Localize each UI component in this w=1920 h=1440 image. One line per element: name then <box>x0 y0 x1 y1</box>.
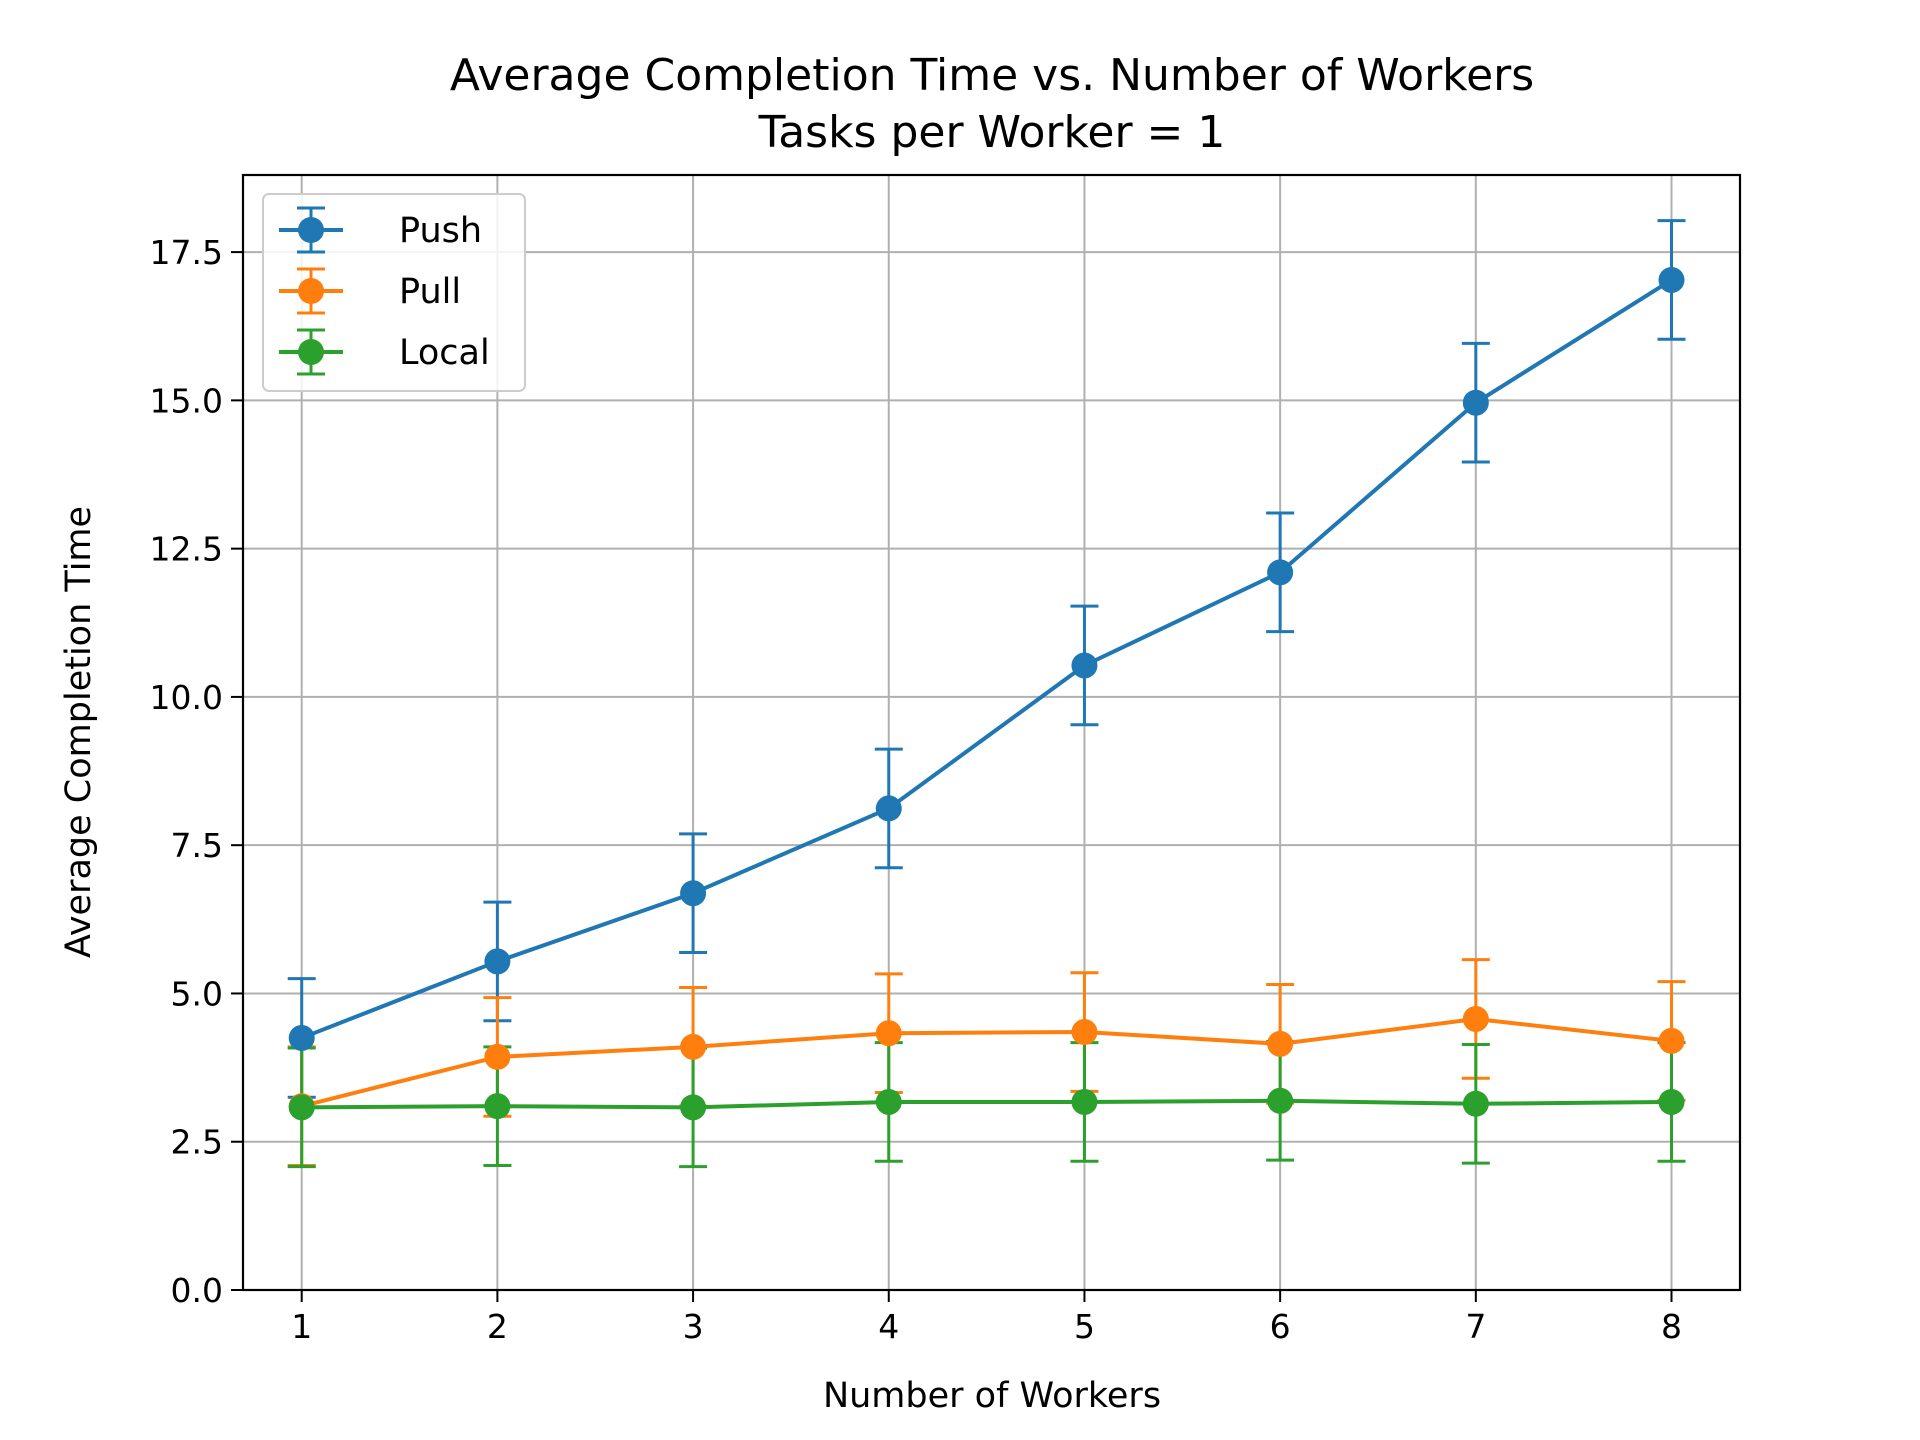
x-tick-label: 6 <box>1270 1307 1291 1346</box>
local-data-point <box>1267 1087 1294 1114</box>
push-legend-label: Push <box>399 211 482 251</box>
pull-series-line <box>301 1016 1672 1109</box>
y-tick-label: 15.0 <box>150 381 223 420</box>
y-tick-label: 17.5 <box>150 233 223 272</box>
x-tick-label: 5 <box>1074 1307 1095 1346</box>
y-tick-label: 0.0 <box>171 1271 223 1310</box>
y-tick-label: 7.5 <box>171 826 223 865</box>
chart-title: Average Completion Time vs. Number of Wo… <box>450 50 1534 101</box>
y-axis-label: Average Completion Time <box>59 506 99 958</box>
chart-subtitle: Tasks per Worker = 1 <box>758 107 1226 158</box>
pull-data-point <box>1462 1005 1489 1032</box>
push-data-point <box>484 948 511 975</box>
plot-area-frame <box>241 173 1742 1292</box>
y-tick-label: 12.5 <box>150 530 223 569</box>
push-data-point <box>288 1024 315 1051</box>
push-legend-marker <box>298 217 324 243</box>
x-tick-label: 2 <box>487 1307 508 1346</box>
pull-data-point <box>875 1020 902 1047</box>
local-data-point <box>1658 1088 1685 1115</box>
push-data-point <box>1267 559 1294 586</box>
pull-legend-label: Pull <box>399 272 461 312</box>
local-data-point <box>288 1094 315 1121</box>
x-tick-label: 8 <box>1661 1307 1682 1346</box>
series-lines <box>300 278 1673 1110</box>
pull-data-point <box>1071 1019 1098 1046</box>
axis-ticks: 1 2 3 4 5 6 7 8 0.0 2.5 5.0 7.5 10.0 12.5 15.0 17.5 <box>150 233 1682 1346</box>
local-series-line <box>301 1098 1672 1110</box>
push-data-point <box>1071 652 1098 679</box>
legend: Push Pull Local <box>262 193 526 392</box>
local-data-point <box>1071 1088 1098 1115</box>
local-legend-marker <box>298 339 324 365</box>
x-tick-label: 7 <box>1465 1307 1486 1346</box>
x-tick-label: 4 <box>878 1307 899 1346</box>
pull-data-point <box>1267 1030 1294 1057</box>
data-points <box>288 266 1685 1121</box>
legend-box <box>262 193 526 392</box>
push-data-point <box>680 880 707 907</box>
y-tick-label: 2.5 <box>171 1123 223 1162</box>
local-legend-label: Local <box>399 333 490 373</box>
x-axis-label: Number of Workers <box>823 1376 1161 1416</box>
push-series-line <box>300 278 1673 1040</box>
y-tick-label: 5.0 <box>171 974 223 1013</box>
local-data-point <box>875 1088 902 1115</box>
pull-data-point <box>1658 1027 1685 1054</box>
local-data-point <box>680 1094 707 1121</box>
local-data-point <box>1462 1090 1489 1117</box>
push-data-point <box>1658 266 1685 293</box>
pull-data-point <box>484 1043 511 1070</box>
x-tick-label: 1 <box>291 1307 312 1346</box>
push-data-point <box>1462 389 1489 416</box>
x-tick-label: 3 <box>683 1307 704 1346</box>
pull-legend-marker <box>298 278 324 304</box>
local-data-point <box>484 1093 511 1120</box>
pull-data-point <box>680 1033 707 1060</box>
push-data-point <box>875 795 902 822</box>
y-tick-label: 10.0 <box>150 678 223 717</box>
